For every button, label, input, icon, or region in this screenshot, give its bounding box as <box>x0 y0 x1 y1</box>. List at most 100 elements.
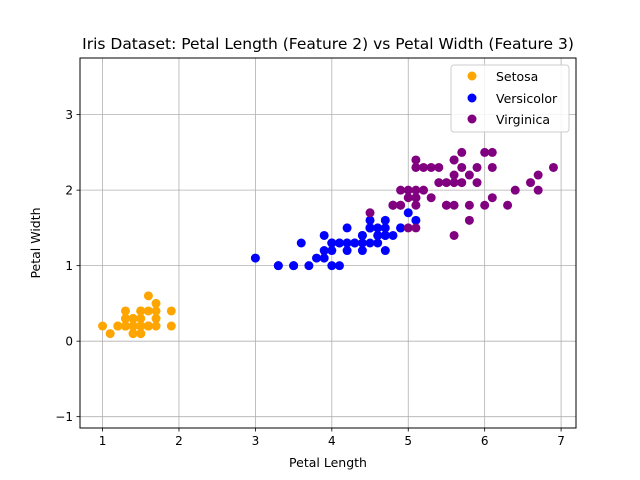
data-point-virginica <box>426 162 436 172</box>
x-tick-label: 1 <box>99 434 107 448</box>
data-point-virginica <box>434 178 444 188</box>
data-point-virginica <box>457 178 467 188</box>
data-point-virginica <box>411 223 421 233</box>
data-point-versicolor <box>312 253 322 263</box>
y-tick-label: 2 <box>65 184 73 198</box>
data-point-virginica <box>403 223 413 233</box>
data-point-virginica <box>396 200 406 210</box>
data-point-versicolor <box>411 215 421 225</box>
data-point-versicolor <box>342 223 352 233</box>
legend-marker-virginica <box>467 114 477 124</box>
data-point-versicolor <box>365 215 375 225</box>
legend-label-versicolor: Versicolor <box>496 91 558 106</box>
data-point-setosa <box>98 321 108 331</box>
data-point-virginica <box>449 170 459 180</box>
legend-marker-versicolor <box>467 93 477 103</box>
data-point-versicolor <box>357 238 367 248</box>
data-point-versicolor <box>304 261 314 271</box>
data-point-setosa <box>128 329 138 339</box>
data-point-setosa <box>120 306 130 316</box>
data-point-versicolor <box>357 246 367 256</box>
x-axis-label: Petal Length <box>289 455 367 470</box>
data-point-versicolor <box>327 246 337 256</box>
data-point-setosa <box>143 321 153 331</box>
data-point-versicolor <box>319 253 329 263</box>
data-point-virginica <box>411 162 421 172</box>
data-point-versicolor <box>319 230 329 240</box>
data-point-setosa <box>151 306 161 316</box>
data-point-setosa <box>143 306 153 316</box>
data-point-setosa <box>151 321 161 331</box>
data-point-virginica <box>464 170 474 180</box>
data-point-setosa <box>120 321 130 331</box>
data-point-versicolor <box>380 215 390 225</box>
legend: Setosa Versicolor Virginica <box>450 64 570 133</box>
data-point-virginica <box>472 178 482 188</box>
data-point-setosa <box>113 321 123 331</box>
data-point-versicolor <box>334 261 344 271</box>
data-point-versicolor <box>319 246 329 256</box>
data-point-virginica <box>487 162 497 172</box>
data-point-setosa <box>166 306 176 316</box>
data-point-virginica <box>411 193 421 203</box>
y-tick-label: 0 <box>65 335 73 349</box>
data-point-virginica <box>388 200 398 210</box>
data-point-virginica <box>449 178 459 188</box>
data-point-virginica <box>510 185 520 195</box>
data-point-versicolor <box>289 261 299 271</box>
data-point-versicolor <box>365 223 375 233</box>
legend-label-virginica: Virginica <box>496 112 550 127</box>
x-tick-label: 2 <box>175 434 183 448</box>
data-point-setosa <box>166 321 176 331</box>
data-point-versicolor <box>273 261 283 271</box>
data-point-versicolor <box>388 230 398 240</box>
data-point-virginica <box>533 170 543 180</box>
data-point-virginica <box>419 185 429 195</box>
data-point-setosa <box>128 321 138 331</box>
data-point-virginica <box>365 208 375 218</box>
data-point-versicolor <box>327 238 337 248</box>
data-points <box>98 147 558 339</box>
y-tick-label: −1 <box>55 410 73 424</box>
data-point-virginica <box>449 200 459 210</box>
data-point-versicolor <box>357 230 367 240</box>
x-tick-label: 3 <box>252 434 260 448</box>
data-point-versicolor <box>380 246 390 256</box>
x-tick-label: 4 <box>328 434 336 448</box>
data-point-virginica <box>503 200 513 210</box>
data-point-setosa <box>136 314 146 324</box>
data-point-virginica <box>434 162 444 172</box>
data-point-virginica <box>403 193 413 203</box>
data-point-setosa <box>105 329 115 339</box>
data-point-versicolor <box>373 223 383 233</box>
data-point-setosa <box>136 306 146 316</box>
data-point-versicolor <box>403 208 413 218</box>
data-point-versicolor <box>396 223 406 233</box>
data-point-setosa <box>136 329 146 339</box>
data-point-versicolor <box>373 238 383 248</box>
data-point-virginica <box>533 185 543 195</box>
data-point-virginica <box>419 162 429 172</box>
data-point-versicolor <box>350 238 360 248</box>
legend-box <box>450 64 570 133</box>
legend-label-setosa: Setosa <box>496 69 538 84</box>
data-point-setosa <box>143 291 153 301</box>
x-tick-label: 7 <box>557 434 565 448</box>
data-point-versicolor <box>250 253 260 263</box>
data-point-virginica <box>526 178 536 188</box>
x-tick-label: 5 <box>404 434 412 448</box>
data-point-virginica <box>487 193 497 203</box>
data-point-virginica <box>449 230 459 240</box>
data-point-virginica <box>464 200 474 210</box>
y-tick-label: 1 <box>65 259 73 273</box>
data-point-virginica <box>457 147 467 157</box>
data-point-virginica <box>411 155 421 165</box>
data-point-virginica <box>396 185 406 195</box>
data-point-versicolor <box>327 261 337 271</box>
data-point-virginica <box>449 155 459 165</box>
data-point-virginica <box>548 162 558 172</box>
x-tick-label: 6 <box>481 434 489 448</box>
data-point-virginica <box>403 185 413 195</box>
plot-frame <box>79 57 577 429</box>
